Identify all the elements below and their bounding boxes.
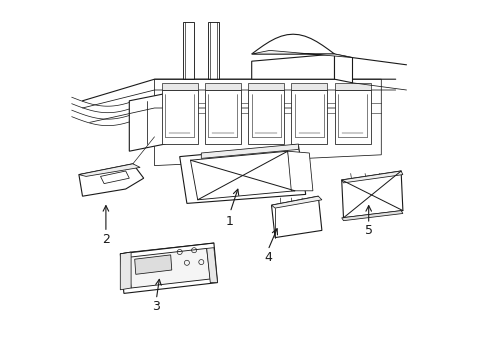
Polygon shape bbox=[334, 90, 370, 144]
Polygon shape bbox=[287, 151, 312, 191]
Polygon shape bbox=[208, 22, 219, 79]
Polygon shape bbox=[179, 146, 305, 203]
Polygon shape bbox=[101, 171, 129, 184]
Polygon shape bbox=[183, 22, 194, 79]
Polygon shape bbox=[251, 50, 352, 58]
Polygon shape bbox=[79, 164, 143, 196]
Polygon shape bbox=[129, 94, 165, 151]
Polygon shape bbox=[251, 34, 334, 54]
Polygon shape bbox=[291, 83, 326, 90]
Polygon shape bbox=[251, 54, 334, 79]
Polygon shape bbox=[154, 79, 381, 166]
Text: 2: 2 bbox=[102, 233, 110, 246]
Text: 5: 5 bbox=[364, 224, 372, 237]
Polygon shape bbox=[120, 243, 217, 293]
Polygon shape bbox=[341, 211, 402, 221]
Polygon shape bbox=[334, 83, 370, 90]
Text: 1: 1 bbox=[225, 215, 234, 228]
Text: 4: 4 bbox=[264, 251, 271, 264]
Polygon shape bbox=[271, 196, 321, 238]
Polygon shape bbox=[201, 144, 298, 158]
Polygon shape bbox=[341, 171, 402, 218]
Polygon shape bbox=[162, 83, 197, 90]
Polygon shape bbox=[190, 151, 294, 200]
Polygon shape bbox=[79, 164, 140, 176]
Polygon shape bbox=[204, 90, 241, 144]
Polygon shape bbox=[206, 248, 217, 283]
Polygon shape bbox=[334, 54, 352, 83]
Polygon shape bbox=[271, 196, 321, 208]
Polygon shape bbox=[134, 255, 171, 274]
Polygon shape bbox=[204, 83, 241, 90]
Polygon shape bbox=[247, 83, 284, 90]
Polygon shape bbox=[120, 252, 131, 290]
Polygon shape bbox=[162, 90, 197, 144]
Polygon shape bbox=[291, 90, 326, 144]
Polygon shape bbox=[341, 171, 402, 183]
Polygon shape bbox=[127, 248, 210, 288]
Polygon shape bbox=[247, 90, 284, 144]
Text: 3: 3 bbox=[152, 300, 160, 313]
